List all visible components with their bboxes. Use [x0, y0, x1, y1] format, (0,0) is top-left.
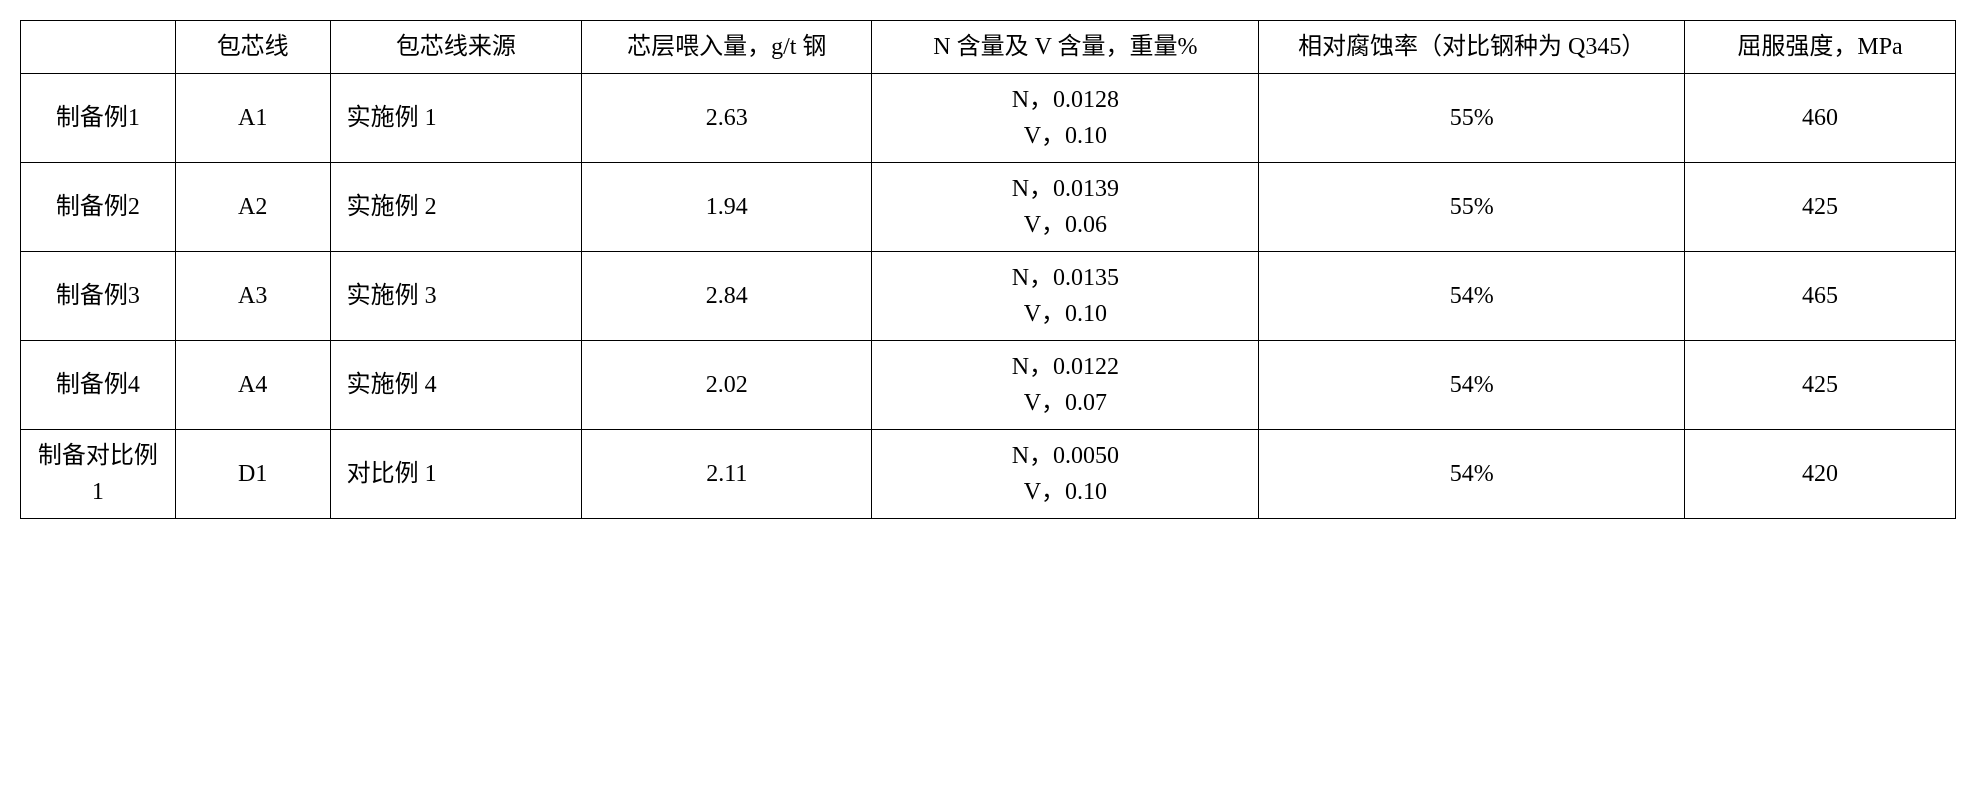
header-feed-amount: 芯层喂入量，g/t 钢 [582, 21, 872, 74]
row-label: 制备例2 [21, 163, 176, 252]
nv-content-cell: N，0.0135 V，0.10 [872, 252, 1259, 341]
table-row: 制备例1 A1 实施例 1 2.63 N，0.0128 V，0.10 55% 4… [21, 74, 1956, 163]
data-table: 包芯线 包芯线来源 芯层喂入量，g/t 钢 N 含量及 V 含量，重量% 相对腐… [20, 20, 1956, 519]
source-cell: 实施例 4 [330, 341, 582, 430]
header-empty [21, 21, 176, 74]
row-label: 制备例1 [21, 74, 176, 163]
corrosion-rate-cell: 54% [1259, 430, 1685, 519]
core-wire-cell: D1 [175, 430, 330, 519]
header-row: 包芯线 包芯线来源 芯层喂入量，g/t 钢 N 含量及 V 含量，重量% 相对腐… [21, 21, 1956, 74]
feed-amount-cell: 2.11 [582, 430, 872, 519]
header-nv-content: N 含量及 V 含量，重量% [872, 21, 1259, 74]
yield-strength-cell: 425 [1685, 341, 1956, 430]
feed-amount-cell: 2.84 [582, 252, 872, 341]
source-cell: 实施例 2 [330, 163, 582, 252]
table-row: 制备例3 A3 实施例 3 2.84 N，0.0135 V，0.10 54% 4… [21, 252, 1956, 341]
header-source: 包芯线来源 [330, 21, 582, 74]
core-wire-cell: A3 [175, 252, 330, 341]
feed-amount-cell: 1.94 [582, 163, 872, 252]
corrosion-rate-cell: 55% [1259, 74, 1685, 163]
table-body: 制备例1 A1 实施例 1 2.63 N，0.0128 V，0.10 55% 4… [21, 74, 1956, 519]
feed-amount-cell: 2.63 [582, 74, 872, 163]
table-row: 制备例4 A4 实施例 4 2.02 N，0.0122 V，0.07 54% 4… [21, 341, 1956, 430]
table-header: 包芯线 包芯线来源 芯层喂入量，g/t 钢 N 含量及 V 含量，重量% 相对腐… [21, 21, 1956, 74]
feed-amount-cell: 2.02 [582, 341, 872, 430]
core-wire-cell: A2 [175, 163, 330, 252]
yield-strength-cell: 420 [1685, 430, 1956, 519]
core-wire-cell: A4 [175, 341, 330, 430]
core-wire-cell: A1 [175, 74, 330, 163]
header-corrosion-rate: 相对腐蚀率（对比钢种为 Q345） [1259, 21, 1685, 74]
nv-content-cell: N，0.0122 V，0.07 [872, 341, 1259, 430]
nv-content-cell: N，0.0050 V，0.10 [872, 430, 1259, 519]
yield-strength-cell: 460 [1685, 74, 1956, 163]
row-label: 制备例3 [21, 252, 176, 341]
nv-content-cell: N，0.0128 V，0.10 [872, 74, 1259, 163]
source-cell: 对比例 1 [330, 430, 582, 519]
yield-strength-cell: 465 [1685, 252, 1956, 341]
header-yield-strength: 屈服强度，MPa [1685, 21, 1956, 74]
yield-strength-cell: 425 [1685, 163, 1956, 252]
source-cell: 实施例 1 [330, 74, 582, 163]
corrosion-rate-cell: 55% [1259, 163, 1685, 252]
row-label: 制备对比例 1 [21, 430, 176, 519]
source-cell: 实施例 3 [330, 252, 582, 341]
table-row: 制备例2 A2 实施例 2 1.94 N，0.0139 V，0.06 55% 4… [21, 163, 1956, 252]
header-core-wire: 包芯线 [175, 21, 330, 74]
row-label: 制备例4 [21, 341, 176, 430]
corrosion-rate-cell: 54% [1259, 252, 1685, 341]
corrosion-rate-cell: 54% [1259, 341, 1685, 430]
nv-content-cell: N，0.0139 V，0.06 [872, 163, 1259, 252]
table-row: 制备对比例 1 D1 对比例 1 2.11 N，0.0050 V，0.10 54… [21, 430, 1956, 519]
